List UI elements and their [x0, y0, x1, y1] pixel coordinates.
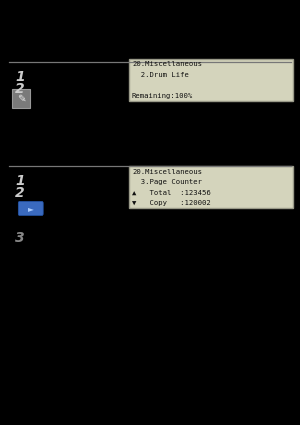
Text: ►: ►	[28, 204, 34, 213]
Text: Remaining:100%: Remaining:100%	[132, 94, 193, 99]
FancyBboxPatch shape	[129, 166, 292, 208]
Text: 2: 2	[15, 187, 25, 200]
FancyBboxPatch shape	[12, 89, 30, 108]
FancyBboxPatch shape	[18, 201, 43, 215]
Text: 2.Drum Life: 2.Drum Life	[132, 72, 189, 78]
Text: 1: 1	[15, 175, 25, 188]
Text: 1: 1	[15, 71, 25, 84]
Text: ✎: ✎	[16, 94, 26, 104]
Text: 3: 3	[15, 231, 25, 245]
Text: 20.Miscellaneous: 20.Miscellaneous	[132, 169, 202, 175]
Text: ▼   Copy   :120002: ▼ Copy :120002	[132, 201, 211, 207]
Text: 2: 2	[15, 82, 25, 96]
Text: ▲   Total  :123456: ▲ Total :123456	[132, 190, 211, 196]
Text: 20.Miscellaneous: 20.Miscellaneous	[132, 62, 202, 68]
Text: 3.Page Counter: 3.Page Counter	[132, 179, 202, 185]
FancyBboxPatch shape	[129, 59, 292, 101]
